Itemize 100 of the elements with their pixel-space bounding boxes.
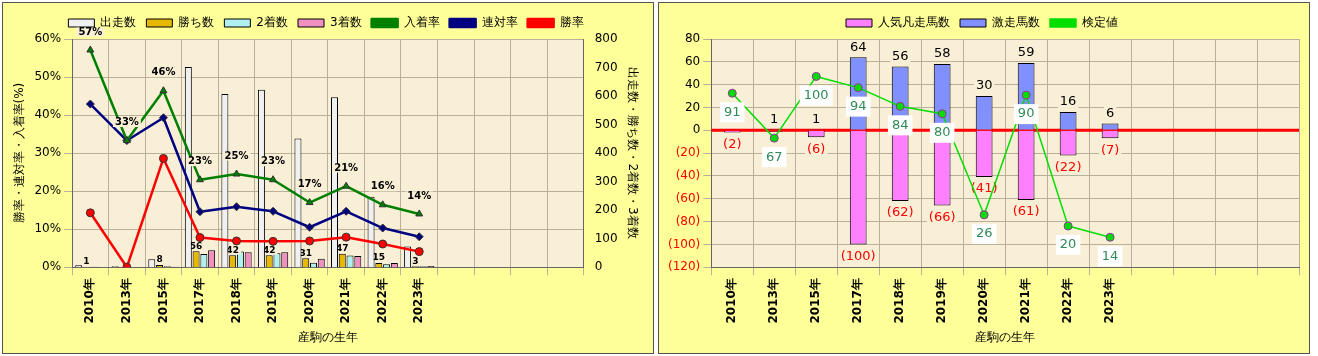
legend-label: 検定値 [1082,15,1118,30]
data-label: 64 [849,38,867,54]
y2-tick-label: 300 [594,173,618,188]
data-label: 30 [975,77,993,93]
legend-label: 連対率 [481,15,518,30]
y-tick-label: 80 [684,31,701,46]
data-label: 100 [803,86,829,102]
x-tick-label: 2020年 [976,278,991,324]
y-tick-label: (20) [675,145,701,160]
y2-tick-label: 600 [594,88,618,103]
y-tick-label: 40 [684,76,701,91]
data-label: 90 [1017,105,1035,121]
y-tick-label: (60) [675,190,701,205]
data-label: 31 [299,247,312,258]
y2-tick-label: 100 [594,230,618,245]
x-tick-label: 2018年 [892,278,907,324]
data-label: (100) [840,247,876,263]
data-label: 3 [412,255,419,266]
data-label: 23% [261,155,286,167]
data-label: 14 [1101,247,1119,263]
data-label: 17% [297,178,322,190]
x-tick-label: 2018年 [228,278,243,324]
data-label: (6) [807,140,826,156]
data-label: 94 [849,98,867,114]
data-label: (66) [928,208,956,224]
x-tick-label: 2019年 [934,278,949,324]
y-tick-label: (40) [675,168,701,183]
x-tick-label: 2013年 [766,278,781,324]
legend-label: 入着率 [403,15,440,30]
x-tick-label: 2015年 [808,278,823,324]
x-tick-label: 2015年 [155,278,170,324]
y-tick-label: 40% [34,107,62,122]
data-label: (62) [886,204,914,220]
data-label: 1 [770,110,779,126]
y-tick-label: 30% [34,145,62,160]
data-label: 56 [891,47,909,63]
x-tick-label: 2023年 [1102,278,1117,324]
y2-tick-label: 700 [594,59,618,74]
data-label: 25% [224,149,249,161]
x-tick-label: 2010年 [82,278,97,324]
legend-label: 激走馬数 [992,15,1040,30]
data-label: 15 [372,252,386,263]
y2-tick-label: 0 [594,259,603,274]
y-tick-label: 10% [34,221,62,236]
y2-tick-label: 800 [594,31,618,46]
legend-label: 2着数 [256,15,289,30]
data-label: (7) [1100,141,1120,157]
data-label: 1 [83,256,90,267]
data-label: (61) [1012,203,1040,219]
data-label: 80 [933,124,951,140]
x-tick-label: 2022年 [374,278,389,324]
y2-tick-label: 500 [594,116,618,131]
data-label: 16% [370,180,395,192]
legend-label: 勝ち数 [178,15,215,30]
y-tick-label: 60 [684,53,701,68]
legend-label: 3着数 [330,15,362,30]
data-label: 42 [226,244,239,255]
data-label: 84 [891,116,909,132]
data-label: 46% [151,66,176,78]
y-tick-label: 20 [684,99,701,114]
y-tick-label: (100) [667,236,701,251]
x-tick-label: 2019年 [265,278,280,324]
x-tick-label: 2021年 [338,278,353,324]
y-tick-label: 20% [34,183,62,198]
y2-axis-title: 出走数・勝ち数・2着数・3着数 [625,67,640,239]
data-label: 26 [975,225,993,241]
y-tick-label: 0% [42,259,62,274]
data-label: 33% [114,116,139,128]
legend-label: 人気凡走馬数 [878,15,950,30]
legend-label: 勝率 [559,15,584,30]
y-tick-label: 60% [34,31,62,46]
x-tick-label: 2010年 [724,278,739,324]
x-axis-title: 産駒の生年 [297,329,358,344]
x-tick-label: 2017年 [850,278,865,324]
data-label: (2) [723,135,742,151]
y-tick-label: 0 [692,122,701,137]
legend-label: 出走数 [100,15,137,30]
data-label: 14% [407,189,432,201]
data-label: 6 [1105,104,1115,120]
x-tick-label: 2023年 [411,278,426,324]
x-axis-title: 産駒の生年 [975,329,1036,344]
y2-tick-label: 400 [594,145,618,160]
y-tick-label: (80) [675,213,701,228]
data-label: 21% [334,161,359,173]
y-axis-title: 勝率・連対率・入着率(%) [12,82,27,224]
data-label: 1 [812,110,821,126]
data-label: 58 [933,45,951,61]
y-tick-label: (120) [667,259,701,274]
data-label: 8 [156,254,163,265]
y2-tick-label: 200 [594,202,618,217]
y-tick-label: 50% [34,69,62,84]
x-tick-label: 2017年 [192,278,207,324]
data-label: (22) [1054,158,1082,174]
data-label: 23% [188,155,212,167]
x-tick-label: 2022年 [1060,278,1075,324]
data-label: 16 [1059,93,1077,109]
data-label: 91 [723,103,741,119]
data-label: 20 [1059,236,1077,252]
x-tick-label: 2020年 [301,278,316,324]
x-tick-label: 2021年 [1018,278,1033,324]
